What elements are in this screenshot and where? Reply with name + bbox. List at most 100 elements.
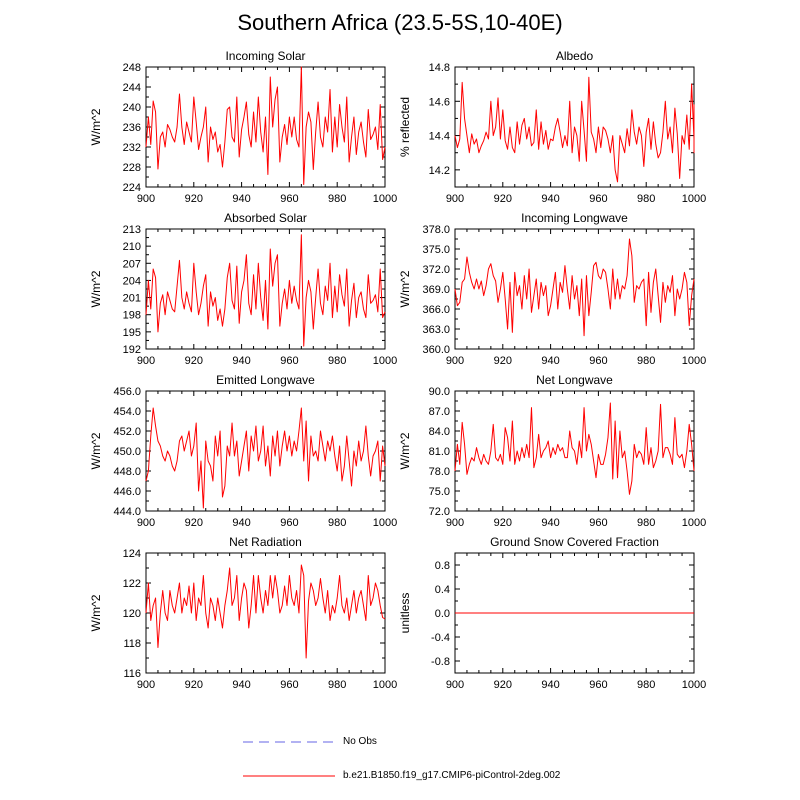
y-tick-label: 448.0 [113, 466, 141, 478]
chart-panel-6: Net Longwave 900 920 940 960 980 1000 72.0 75.0 7… [398, 373, 706, 529]
x-tick-label: 920 [185, 193, 203, 205]
x-tick-label: 980 [328, 679, 346, 691]
series-line [145, 234, 386, 347]
y-tick-label: 204 [123, 275, 141, 287]
y-axis-label: W/m^2 [89, 594, 103, 631]
legend-model-label: b.e21.B1850.f19_g17.CMIP6-piControl-2deg… [343, 770, 561, 781]
y-tick-label: 456.0 [113, 386, 141, 398]
x-tick-label: 980 [637, 679, 655, 691]
x-tick-label: 920 [494, 193, 512, 205]
x-tick-label: 920 [185, 679, 203, 691]
y-tick-label: -0.8 [431, 656, 450, 668]
y-tick-label: 244 [123, 82, 141, 94]
x-tick-label: 920 [185, 517, 203, 529]
x-tick-label: 960 [280, 517, 298, 529]
chart-panel-2: Albedo 900 920 940 960 980 1000 14.2 14.4 14.6 14.… [398, 49, 706, 205]
x-tick-label: 940 [541, 355, 559, 367]
x-tick-label: 940 [541, 679, 559, 691]
y-tick-label: 120 [123, 608, 141, 620]
x-tick-label: 980 [637, 193, 655, 205]
x-tick-label: 960 [280, 679, 298, 691]
y-tick-label: 248 [123, 62, 141, 74]
panel-title: Net Radiation [229, 535, 302, 549]
y-tick-label: 116 [123, 668, 141, 680]
y-tick-label: 124 [123, 548, 141, 560]
x-tick-label: 960 [589, 193, 607, 205]
chart-panel-5: Emitted Longwave 900 920 940 960 980 1000 444.0… [89, 373, 397, 529]
y-tick-label: 207 [123, 258, 141, 270]
y-tick-label: 81.0 [429, 446, 450, 458]
series-line [145, 564, 386, 659]
plot-frame [145, 390, 386, 512]
series-line [145, 66, 386, 185]
x-tick-label: 940 [541, 193, 559, 205]
x-tick-label: 1000 [682, 193, 706, 205]
x-tick-label: 900 [446, 679, 464, 691]
series-line [454, 76, 695, 183]
y-tick-label: 0.8 [435, 560, 450, 572]
y-tick-label: 195 [123, 327, 141, 339]
y-axis-label: W/m^2 [398, 270, 412, 307]
y-axis-label: W/m^2 [89, 432, 103, 469]
y-tick-label: 0.4 [435, 584, 450, 596]
x-tick-label: 900 [446, 355, 464, 367]
series-line [145, 407, 386, 509]
chart-panel-3: Absorbed Solar 900 920 940 960 980 1000 192 195 1… [89, 211, 397, 367]
x-tick-label: 920 [185, 355, 203, 367]
x-tick-label: 980 [328, 193, 346, 205]
panel-title: Incoming Solar [225, 49, 305, 63]
x-tick-label: 900 [137, 355, 155, 367]
panel-title: Albedo [556, 49, 594, 63]
x-tick-label: 960 [589, 679, 607, 691]
y-tick-label: 75.0 [429, 486, 450, 498]
x-tick-label: 940 [232, 355, 250, 367]
y-tick-label: 236 [123, 122, 141, 134]
y-tick-label: 240 [123, 102, 141, 114]
y-axis-label: % reflected [398, 97, 412, 157]
y-tick-label: 87.0 [429, 406, 450, 418]
x-tick-label: 980 [637, 355, 655, 367]
y-tick-label: 118 [123, 638, 141, 650]
x-tick-label: 920 [494, 517, 512, 529]
x-tick-label: 960 [280, 355, 298, 367]
x-tick-label: 900 [137, 193, 155, 205]
legend-obs-label: No Obs [343, 736, 377, 747]
y-axis-label: W/m^2 [398, 432, 412, 469]
y-tick-label: -0.4 [431, 632, 450, 644]
x-tick-label: 900 [137, 679, 155, 691]
panel-title: Net Longwave [536, 373, 613, 387]
y-tick-label: 201 [123, 293, 141, 305]
y-tick-label: 122 [123, 578, 141, 590]
y-tick-label: 198 [123, 310, 141, 322]
x-tick-label: 1000 [373, 193, 397, 205]
x-tick-label: 940 [232, 193, 250, 205]
chart-panel-4: Incoming Longwave 900 920 940 960 980 1000 360.… [398, 211, 706, 367]
x-tick-label: 940 [232, 517, 250, 529]
y-tick-label: 14.4 [429, 131, 450, 143]
chart-panel-1: Incoming Solar 900 920 940 960 980 1000 224 228 2… [89, 49, 397, 205]
y-tick-label: 366.0 [422, 304, 450, 316]
y-tick-label: 378.0 [422, 224, 450, 236]
plot-frame [454, 228, 695, 350]
x-tick-label: 900 [446, 193, 464, 205]
x-tick-label: 1000 [682, 355, 706, 367]
y-tick-label: 210 [123, 241, 141, 253]
y-axis-label: W/m^2 [89, 270, 103, 307]
x-tick-label: 940 [541, 517, 559, 529]
y-tick-label: 14.8 [429, 62, 450, 74]
y-tick-label: 446.0 [113, 486, 141, 498]
y-tick-label: 369.0 [422, 284, 450, 296]
y-tick-label: 363.0 [422, 324, 450, 336]
x-tick-label: 980 [637, 517, 655, 529]
y-tick-label: 360.0 [422, 344, 450, 356]
x-tick-label: 900 [137, 517, 155, 529]
y-tick-label: 90.0 [429, 386, 450, 398]
y-tick-label: 232 [123, 142, 141, 154]
x-tick-label: 980 [328, 355, 346, 367]
y-tick-label: 372.0 [422, 264, 450, 276]
x-tick-label: 1000 [373, 517, 397, 529]
y-tick-label: 78.0 [429, 466, 450, 478]
x-tick-label: 960 [589, 355, 607, 367]
x-tick-label: 1000 [373, 355, 397, 367]
